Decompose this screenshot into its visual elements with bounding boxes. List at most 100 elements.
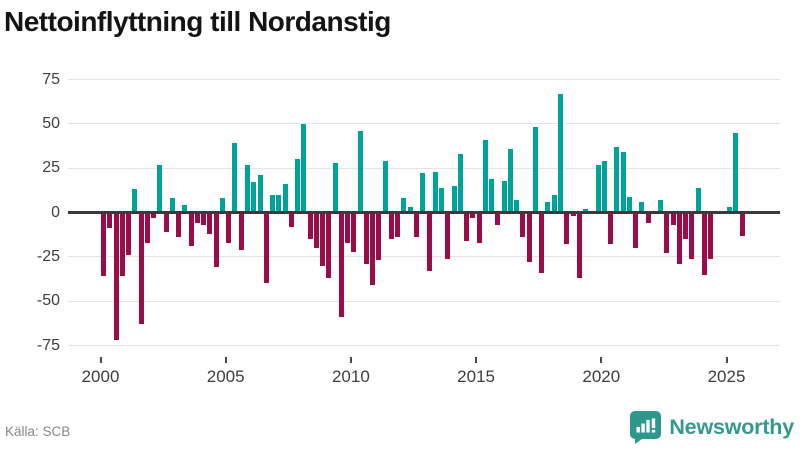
bar-negative[interactable] [351, 212, 357, 252]
bar-negative[interactable] [564, 212, 570, 245]
bar-negative[interactable] [238, 212, 244, 250]
bar-negative[interactable] [633, 212, 639, 248]
bar-negative[interactable] [414, 212, 419, 238]
bar-positive[interactable] [157, 164, 163, 213]
bar-positive[interactable] [557, 93, 563, 213]
bar-negative[interactable] [138, 212, 144, 325]
bar-negative[interactable] [676, 212, 682, 264]
bar-negative[interactable] [345, 212, 351, 243]
bar-negative[interactable] [739, 212, 745, 236]
bar-positive[interactable] [169, 198, 175, 213]
bar-negative[interactable] [495, 212, 501, 225]
bar-positive[interactable] [658, 200, 664, 213]
bar-negative[interactable] [395, 212, 401, 238]
bar-negative[interactable] [126, 212, 132, 256]
bar-negative[interactable] [151, 212, 157, 218]
bar-positive[interactable] [457, 153, 463, 213]
bar-negative[interactable] [689, 212, 695, 259]
bar-positive[interactable] [614, 146, 620, 213]
bar-positive[interactable] [282, 184, 288, 213]
bar-positive[interactable] [727, 207, 732, 213]
bar-positive[interactable] [551, 194, 557, 213]
bar-negative[interactable] [476, 212, 482, 243]
bar-negative[interactable] [288, 212, 294, 227]
bar-negative[interactable] [608, 212, 614, 245]
newsworthy-logo[interactable]: Newsworthy [629, 410, 794, 444]
bar-negative[interactable] [338, 212, 344, 318]
bar-negative[interactable] [426, 212, 432, 272]
bar-negative[interactable] [107, 212, 113, 229]
bar-positive[interactable] [626, 196, 632, 213]
bar-negative[interactable] [144, 212, 150, 243]
bar-positive[interactable] [407, 207, 413, 213]
bar-positive[interactable] [276, 194, 282, 213]
bar-negative[interactable] [539, 212, 545, 273]
bar-negative[interactable] [263, 212, 269, 284]
bar-negative[interactable] [188, 212, 194, 247]
bar-positive[interactable] [514, 200, 520, 213]
bar-negative[interactable] [226, 212, 232, 243]
bar-positive[interactable] [507, 148, 513, 213]
bar-positive[interactable] [182, 205, 188, 213]
bar-negative[interactable] [194, 212, 200, 224]
bar-negative[interactable] [320, 212, 326, 266]
bar-negative[interactable] [326, 212, 332, 279]
bar-positive[interactable] [601, 161, 607, 213]
bar-positive[interactable] [132, 189, 138, 213]
bar-negative[interactable] [207, 212, 213, 234]
bar-positive[interactable] [270, 194, 276, 213]
bar-positive[interactable] [244, 164, 250, 213]
bar-positive[interactable] [545, 201, 551, 213]
bar-negative[interactable] [520, 212, 526, 238]
bar-negative[interactable] [445, 212, 451, 259]
bar-negative[interactable] [470, 212, 476, 218]
bar-positive[interactable] [639, 201, 645, 213]
bar-negative[interactable] [307, 212, 313, 240]
bar-positive[interactable] [257, 175, 263, 213]
bar-negative[interactable] [113, 212, 119, 341]
bar-positive[interactable] [482, 139, 488, 213]
bar-positive[interactable] [219, 198, 225, 213]
bar-negative[interactable] [526, 212, 532, 263]
bar-negative[interactable] [201, 212, 207, 225]
bar-negative[interactable] [701, 212, 707, 275]
bar-positive[interactable] [489, 178, 495, 213]
bar-negative[interactable] [163, 212, 169, 232]
bar-positive[interactable] [595, 164, 601, 213]
bar-positive[interactable] [451, 185, 457, 213]
bar-negative[interactable] [576, 212, 582, 279]
bar-positive[interactable] [357, 130, 363, 213]
bar-negative[interactable] [708, 212, 714, 259]
bar-positive[interactable] [733, 132, 739, 213]
bar-positive[interactable] [583, 208, 589, 213]
bar-positive[interactable] [501, 180, 507, 213]
bar-negative[interactable] [213, 212, 219, 268]
bar-negative[interactable] [388, 212, 394, 240]
bar-negative[interactable] [570, 212, 576, 217]
bar-positive[interactable] [251, 182, 257, 213]
bar-negative[interactable] [363, 212, 369, 264]
bar-negative[interactable] [370, 212, 376, 286]
bar-negative[interactable] [670, 212, 676, 225]
bar-negative[interactable] [119, 212, 125, 277]
bar-positive[interactable] [401, 198, 407, 213]
bar-positive[interactable] [432, 171, 438, 213]
bar-positive[interactable] [532, 127, 538, 213]
bar-negative[interactable] [313, 212, 319, 248]
bar-positive[interactable] [332, 162, 338, 213]
bar-positive[interactable] [382, 161, 388, 213]
bar-negative[interactable] [645, 212, 651, 224]
bar-positive[interactable] [420, 173, 426, 213]
bar-positive[interactable] [695, 187, 701, 213]
bar-positive[interactable] [232, 143, 238, 213]
bar-positive[interactable] [620, 152, 626, 213]
bar-negative[interactable] [376, 212, 382, 261]
bar-positive[interactable] [439, 187, 445, 213]
bar-negative[interactable] [464, 212, 470, 241]
bar-negative[interactable] [176, 212, 182, 238]
bar-negative[interactable] [664, 212, 670, 254]
bar-positive[interactable] [301, 123, 307, 213]
bar-negative[interactable] [101, 212, 106, 277]
bar-positive[interactable] [295, 159, 301, 213]
bar-negative[interactable] [683, 212, 689, 240]
